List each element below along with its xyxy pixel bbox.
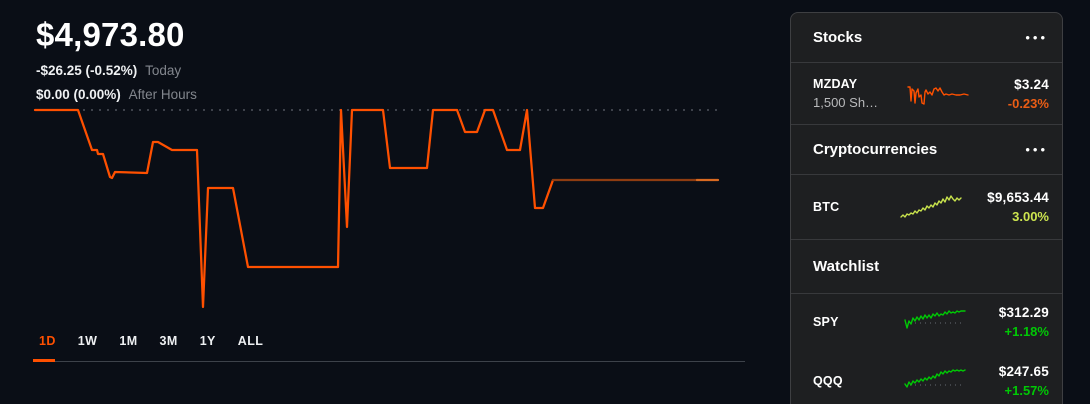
section-title: Watchlist — [813, 258, 880, 275]
tab-all[interactable]: ALL — [237, 334, 264, 348]
sparkline-qqq — [904, 369, 966, 388]
ticker-change: +1.57% — [1004, 383, 1049, 398]
lists-panel: Stocks ••• MZDAY 1,500 Sh… $3.24 -0.23% … — [790, 12, 1063, 404]
ticker-symbol: MZDAY — [813, 77, 858, 91]
portfolio-value: $4,973.80 — [36, 16, 185, 53]
tabs-divider — [33, 359, 745, 362]
more-menu-icon[interactable]: ••• — [1017, 141, 1048, 158]
list-item-mzday[interactable]: MZDAY 1,500 Sh… $3.24 -0.23% — [791, 63, 1062, 124]
more-menu-icon[interactable]: ••• — [1017, 29, 1048, 46]
ticker-symbol: QQQ — [813, 374, 843, 388]
list-item-qqq[interactable]: QQQ $247.65 +1.57% — [791, 350, 1062, 404]
ticker-symbol: BTC — [813, 200, 840, 214]
ticker-price: $247.65 — [998, 364, 1049, 379]
tab-1d[interactable]: 1D — [39, 334, 56, 348]
section-watchlist: Watchlist SPY $312.29 +1.18% QQQ $247.65… — [791, 239, 1062, 404]
after-hours-change-line: $0.00 (0.00%) After Hours — [36, 87, 780, 102]
section-header-stocks: Stocks ••• — [791, 13, 1062, 63]
tab-1y[interactable]: 1Y — [199, 334, 216, 348]
today-change-line: -$26.25 (-0.52%) Today — [36, 63, 780, 78]
ticker-change: 3.00% — [1012, 209, 1049, 224]
sparkline-mzday — [907, 85, 969, 105]
tab-3m[interactable]: 3M — [159, 334, 178, 348]
portfolio-chart[interactable] — [33, 103, 723, 318]
portfolio-line-chart[interactable] — [33, 103, 723, 318]
tab-1m[interactable]: 1M — [119, 334, 138, 348]
today-label: Today — [145, 63, 182, 78]
portfolio-main: $4,973.80 -$26.25 (-0.52%) Today $0.00 (… — [33, 16, 780, 362]
sparkline-spy — [904, 310, 966, 329]
section-header-watchlist: Watchlist — [791, 240, 1062, 294]
section-stocks: Stocks ••• MZDAY 1,500 Sh… $3.24 -0.23% — [791, 13, 1062, 124]
after-hours-label: After Hours — [128, 87, 197, 102]
tab-1w[interactable]: 1W — [77, 334, 98, 348]
ticker-price: $9,653.44 — [987, 190, 1049, 205]
range-tabs: 1D 1W 1M 3M 1Y ALL — [33, 334, 745, 362]
today-change: -$26.25 (-0.52%) — [36, 63, 138, 78]
selected-tab-underline — [33, 359, 55, 362]
sparkline-btc — [900, 195, 962, 218]
section-title: Stocks — [813, 29, 863, 46]
shares-subtitle: 1,500 Sh… — [813, 95, 879, 110]
ticker-symbol: SPY — [813, 315, 839, 329]
ticker-price: $312.29 — [998, 305, 1049, 320]
ticker-change: +1.18% — [1004, 324, 1049, 339]
list-item-spy[interactable]: SPY $312.29 +1.18% — [791, 294, 1062, 350]
section-title: Cryptocurrencies — [813, 141, 938, 158]
section-cryptocurrencies: Cryptocurrencies ••• BTC $9,653.44 3.00% — [791, 124, 1062, 239]
ticker-change: -0.23% — [1007, 95, 1049, 111]
ticker-price: $3.24 — [1014, 76, 1049, 92]
after-hours-change: $0.00 (0.00%) — [36, 87, 121, 102]
list-item-btc[interactable]: BTC $9,653.44 3.00% — [791, 175, 1062, 239]
section-header-cryptocurrencies: Cryptocurrencies ••• — [791, 125, 1062, 175]
